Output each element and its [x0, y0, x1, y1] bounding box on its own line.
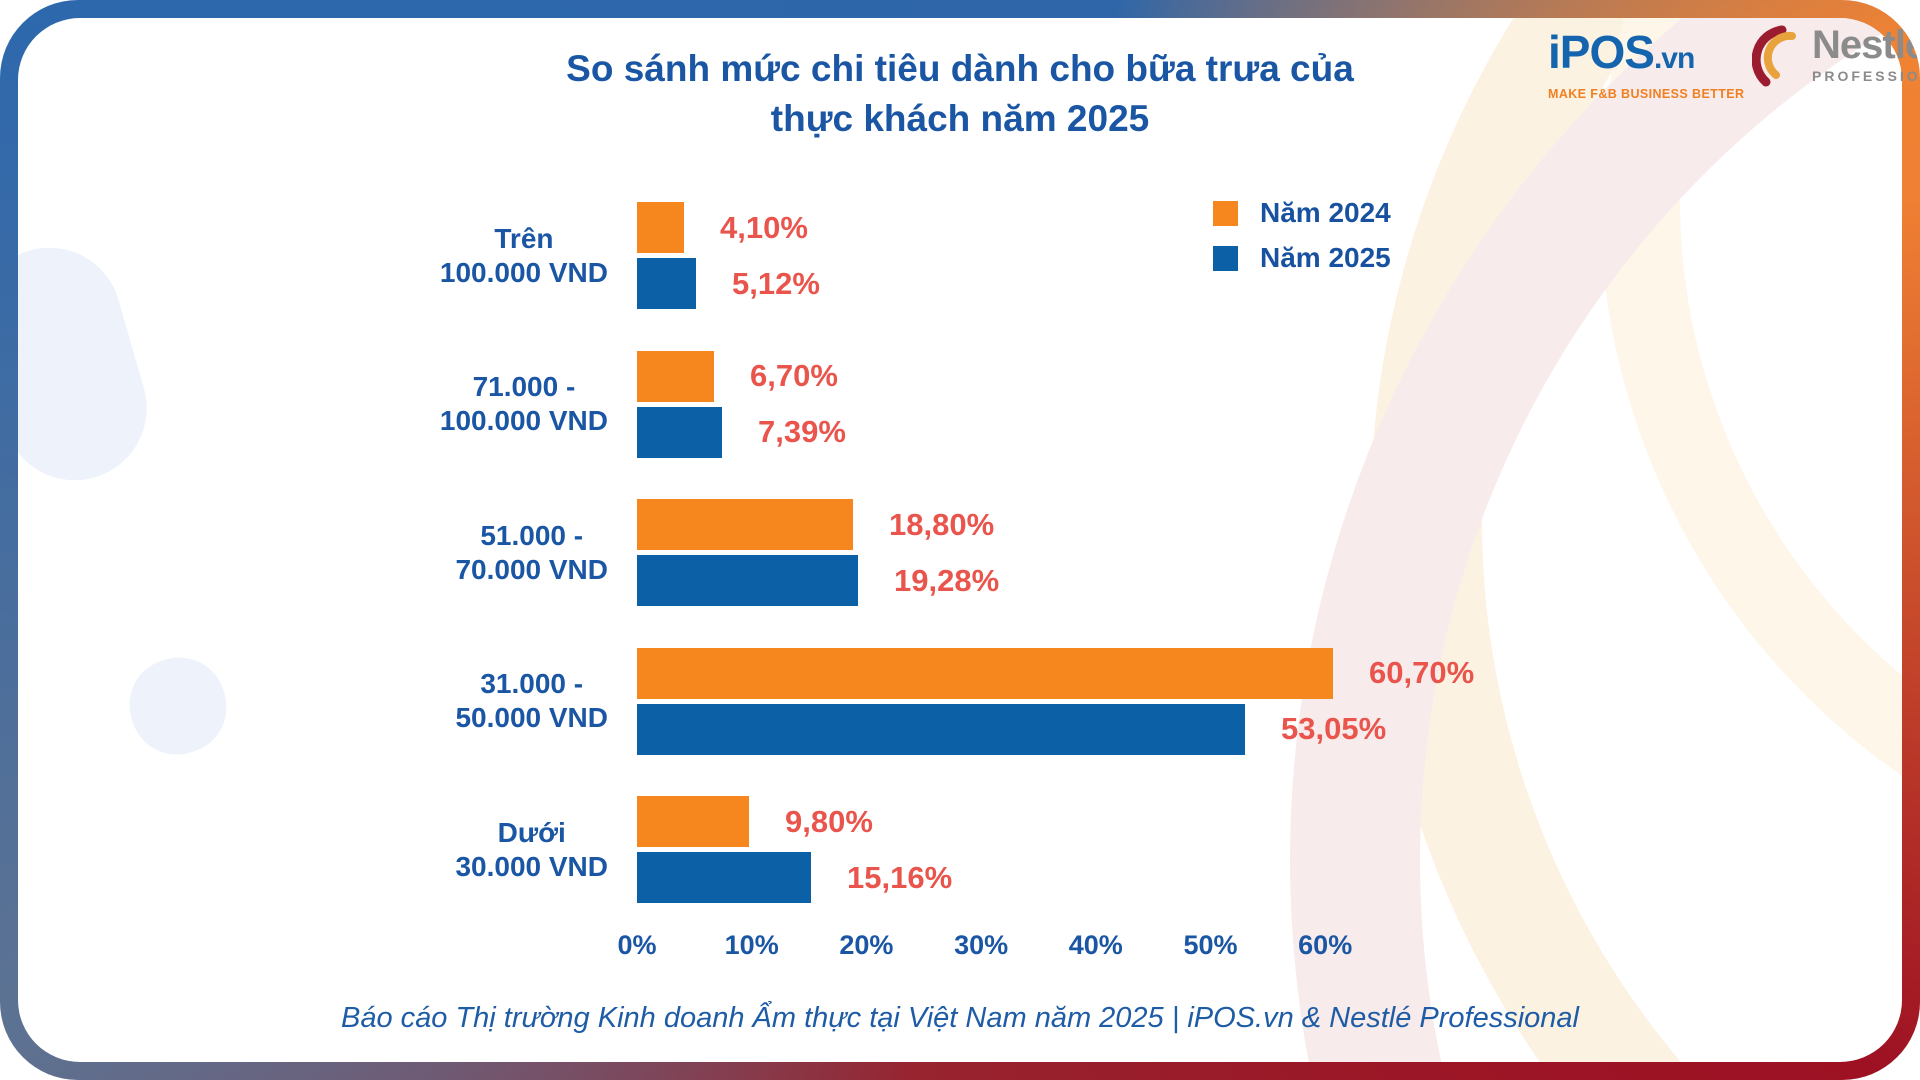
category-label-line2: 100.000 VND — [439, 256, 608, 288]
x-axis-tick: 0% — [617, 930, 657, 960]
nestle-professional-text: PROFESSIONAL. — [1812, 68, 1920, 84]
value-label: 6,70% — [750, 358, 838, 393]
nestle-wordmark: Nestlé — [1812, 23, 1920, 67]
bar-năm-2025 — [637, 703, 1245, 755]
chart-legend: Năm 2024 Năm 2025 — [1213, 197, 1391, 287]
ipos-suffix-text: .vn — [1653, 42, 1695, 75]
value-label: 5,12% — [732, 265, 820, 301]
category-label-line1: 31.000 - — [480, 668, 584, 699]
category-label: 31.000 -50.000 VND — [455, 648, 608, 755]
chart-title: So sánh mức chi tiêu dành cho bữa trưa c… — [0, 44, 1920, 144]
category-label: Trên 100.000 VND — [440, 202, 608, 309]
bar-năm-2025 — [637, 406, 722, 458]
source-caption: Báo cáo Thị trường Kinh doanh Ẩm thực tạ… — [340, 1002, 1579, 1034]
x-axis-tick: 30% — [954, 930, 1009, 960]
category-label-line2: 100.000 VND — [439, 405, 608, 436]
category-label-line2: 50.000 VND — [455, 702, 608, 733]
bar-năm-2024 — [637, 350, 714, 402]
value-label: 15,16% — [847, 859, 953, 895]
bar-năm-2025 — [637, 555, 858, 606]
bar-năm-2024 — [637, 647, 1333, 699]
x-axis-tick: 40% — [1068, 930, 1123, 960]
x-axis-tick: 20% — [839, 930, 894, 960]
bar-năm-2025 — [637, 852, 811, 903]
ipos-logo: iPOS.vn MAKE F&B BUSINESS BETTER — [1548, 28, 1748, 101]
legend-item-2024: Năm 2024 — [1213, 197, 1391, 229]
value-label: 60,70% — [1369, 655, 1475, 690]
x-axis-tick: 10% — [724, 930, 779, 960]
x-axis-tick: 60% — [1298, 930, 1353, 960]
legend-swatch-2024 — [1213, 200, 1238, 226]
category-label-line1: Trên — [494, 222, 554, 254]
category-label-line1: 71.000 - — [472, 371, 576, 402]
chart-title-line2: thực khách năm 2025 — [770, 98, 1150, 139]
nestle-logo: Nestlé PROFESSIONAL. — [1752, 24, 1920, 98]
value-label: 18,80% — [889, 506, 995, 542]
ipos-tagline: MAKE F&B BUSINESS BETTER — [1548, 87, 1745, 101]
category-label-line2: 70.000 VND — [455, 553, 608, 585]
category-label-line1: Dưới — [497, 816, 566, 848]
ipos-wordmark: iPOS.vn — [1548, 28, 1748, 83]
legend-item-2025: Năm 2025 — [1213, 242, 1391, 274]
x-axis-tick: 50% — [1183, 930, 1238, 960]
bar-năm-2025 — [637, 258, 696, 309]
legend-label-2024: Năm 2024 — [1260, 197, 1391, 228]
category-label: 51.000 -70.000 VND — [455, 499, 608, 606]
value-label: 4,10% — [720, 209, 808, 245]
bar-năm-2024 — [637, 796, 749, 847]
nestle-swoosh-icon — [1752, 25, 1796, 87]
value-label: 53,05% — [1281, 711, 1387, 746]
bar-năm-2024 — [637, 202, 684, 253]
category-label-line1: 51.000 - — [480, 519, 584, 551]
legend-swatch-2025 — [1213, 245, 1238, 271]
value-label: 7,39% — [758, 414, 846, 449]
value-label: 9,80% — [785, 803, 873, 839]
chart-title-line1: So sánh mức chi tiêu dành cho bữa trưa c… — [566, 48, 1354, 89]
ipos-word-text: iPOS — [1548, 26, 1655, 78]
category-label: Dưới 30.000 VND — [455, 796, 608, 903]
legend-label-2025: Năm 2025 — [1260, 242, 1391, 273]
bar-năm-2024 — [637, 499, 853, 550]
nestle-text-block: Nestlé PROFESSIONAL. — [1812, 24, 1920, 84]
value-label: 19,28% — [894, 562, 1000, 598]
category-label-line2: 30.000 VND — [455, 850, 608, 882]
category-label: 71.000 -100.000 VND — [440, 351, 608, 458]
